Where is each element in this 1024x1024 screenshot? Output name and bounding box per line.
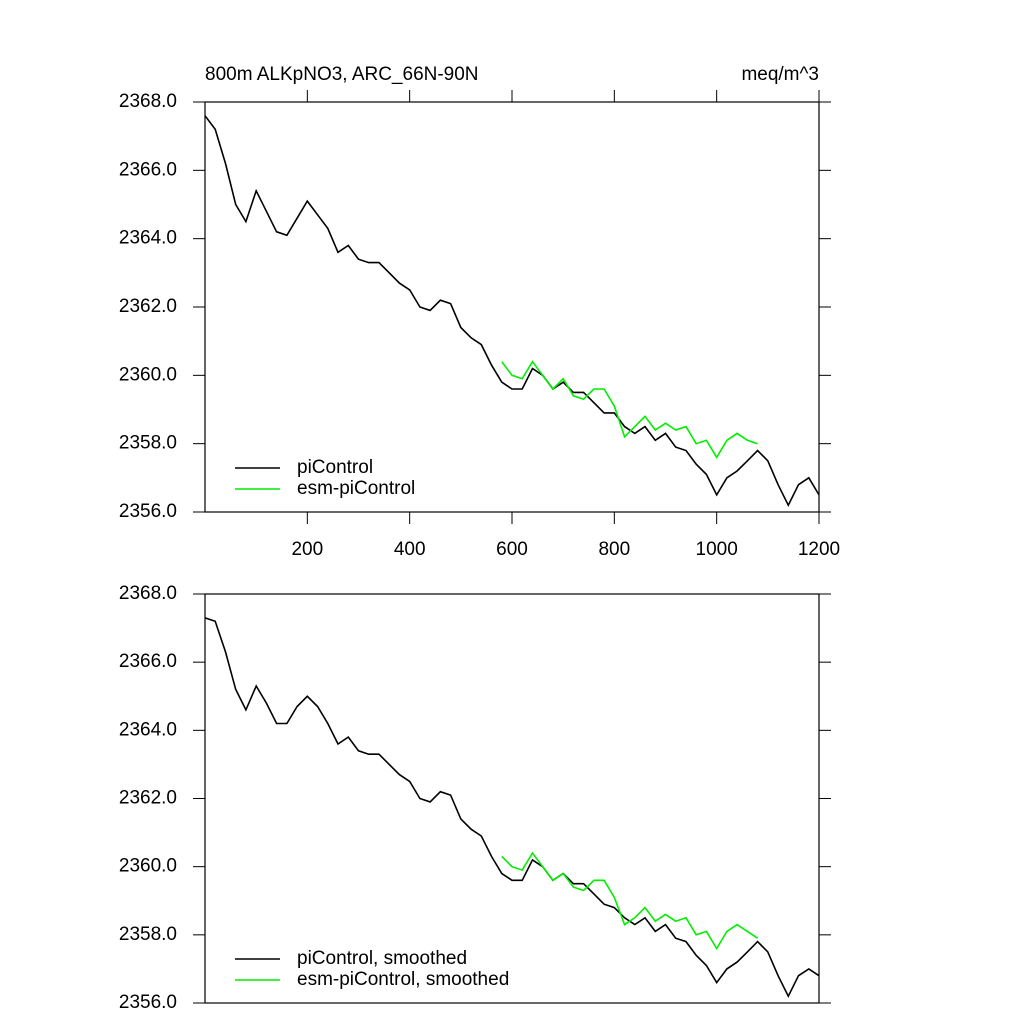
y-tick-label: 2362.0 bbox=[119, 788, 177, 809]
legend-label: esm-piControl, smoothed bbox=[297, 969, 509, 990]
x-tick-label: 1000 bbox=[696, 539, 738, 560]
y-tick-label: 2360.0 bbox=[119, 364, 177, 385]
series-line bbox=[204, 617, 820, 998]
y-tick-label: 2358.0 bbox=[119, 433, 177, 454]
legend-label: piControl bbox=[297, 457, 373, 478]
y-tick-label: 2368.0 bbox=[119, 91, 177, 112]
chart-subtitle: meq/m^3 bbox=[741, 64, 819, 85]
y-tick-label: 2362.0 bbox=[119, 296, 177, 317]
y-tick-label: 2358.0 bbox=[119, 924, 177, 945]
y-tick-label: 2356.0 bbox=[119, 501, 177, 522]
y-tick-label: 2366.0 bbox=[119, 651, 177, 672]
plot-frame bbox=[204, 101, 820, 513]
legend-label: esm-piControl bbox=[297, 478, 415, 499]
y-tick-label: 2360.0 bbox=[119, 856, 177, 877]
y-tick-label: 2364.0 bbox=[119, 228, 177, 249]
chart-title: 800m ALKpNO3, ARC_66N-90N bbox=[205, 64, 479, 85]
y-tick-label: 2356.0 bbox=[119, 992, 177, 1013]
x-tick-label: 1200 bbox=[798, 539, 840, 560]
series-line bbox=[204, 115, 820, 507]
x-tick-label: 600 bbox=[496, 539, 528, 560]
x-tick-label: 800 bbox=[598, 539, 630, 560]
y-tick-label: 2366.0 bbox=[119, 159, 177, 180]
series-line bbox=[501, 360, 758, 459]
y-tick-label: 2364.0 bbox=[119, 719, 177, 740]
x-tick-label: 200 bbox=[291, 539, 323, 560]
plot-frame bbox=[204, 593, 820, 1004]
legend-label: piControl, smoothed bbox=[297, 948, 467, 969]
y-tick-label: 2368.0 bbox=[119, 583, 177, 604]
series-line bbox=[501, 851, 759, 951]
x-tick-label: 400 bbox=[394, 539, 426, 560]
